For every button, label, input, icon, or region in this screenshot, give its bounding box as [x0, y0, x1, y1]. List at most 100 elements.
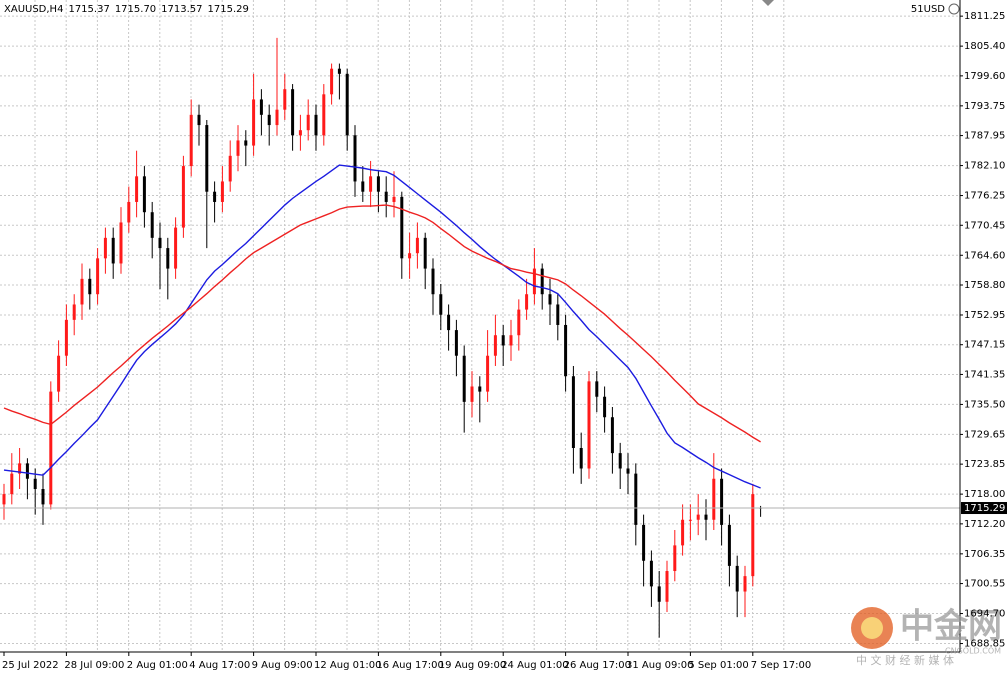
- candle-body: [80, 278, 84, 305]
- candle-body: [704, 514, 708, 520]
- candle-body: [454, 330, 458, 356]
- x-tick-label: 2 Aug 01:00: [127, 660, 188, 671]
- candle-body: [291, 89, 295, 136]
- candle-body: [525, 294, 529, 310]
- candle-body: [735, 565, 739, 592]
- y-tick-label: 1805.40: [964, 41, 1005, 52]
- candle-body: [447, 314, 451, 331]
- candle-body: [727, 524, 731, 566]
- candle-body: [470, 386, 474, 402]
- current-price-box: [961, 502, 1007, 515]
- y-tick-label: 1747.15: [964, 340, 1005, 351]
- candle-body: [244, 140, 248, 146]
- candle-body: [64, 319, 68, 356]
- candle-body: [322, 94, 326, 136]
- currency-icon[interactable]: [948, 3, 960, 15]
- candle-body: [376, 176, 380, 192]
- candle-body: [259, 99, 263, 115]
- candle-body: [166, 248, 170, 269]
- candle-body: [681, 519, 685, 546]
- candle-body: [111, 237, 115, 264]
- candle-body: [314, 114, 318, 136]
- moving-average: [3, 164, 761, 489]
- candle-body: [298, 130, 302, 136]
- candle-body: [306, 114, 310, 131]
- candle-body: [556, 304, 560, 325]
- candle-body: [72, 304, 76, 320]
- candle-body: [579, 447, 583, 469]
- candle-body: [330, 68, 334, 95]
- candle-body: [2, 494, 6, 505]
- shift-marker[interactable]: [762, 0, 774, 6]
- low: 1713.57: [161, 4, 202, 15]
- y-tick-label: 1700.55: [964, 579, 1005, 590]
- candle-body: [174, 227, 178, 269]
- candle-body: [439, 294, 443, 315]
- candle-body: [189, 114, 193, 167]
- candle-body: [150, 212, 154, 238]
- candle-body: [33, 478, 37, 489]
- x-tick-label: 25 Jul 2022: [2, 660, 59, 671]
- candle-body: [493, 335, 497, 356]
- candle-body: [236, 140, 240, 156]
- candle-body: [603, 396, 607, 418]
- candle-body: [337, 68, 341, 74]
- x-tick-label: 7 Sep 17:00: [751, 660, 811, 671]
- candle-body: [595, 381, 599, 397]
- candle-body: [587, 381, 591, 469]
- candle-body: [96, 258, 100, 295]
- y-tick-label: 1706.35: [964, 549, 1005, 560]
- candle-body: [665, 571, 669, 602]
- y-tick-label: 1793.75: [964, 101, 1005, 112]
- candle-body: [228, 155, 232, 182]
- x-tick-label: 9 Aug 09:00: [252, 660, 313, 671]
- candle-body: [688, 519, 692, 521]
- candle-body: [392, 196, 396, 202]
- watermark-slogan: 中 文 财 经 新 媒 体: [856, 653, 954, 667]
- candle-body: [158, 237, 162, 249]
- y-tick-label: 1694.70: [964, 609, 1005, 620]
- candle-body: [751, 494, 755, 577]
- y-tick-label: 1799.60: [964, 71, 1005, 82]
- candle-body: [127, 201, 131, 223]
- candle-body: [517, 309, 521, 336]
- candle-body: [275, 109, 279, 126]
- candle-body: [220, 181, 224, 202]
- candle-body: [213, 191, 217, 202]
- open: 1715.37: [68, 4, 109, 15]
- candle-body: [642, 524, 646, 561]
- y-tick-label: 1770.45: [964, 220, 1005, 231]
- candle-body: [408, 253, 412, 259]
- y-tick-label: 1752.95: [964, 310, 1005, 321]
- x-tick-label: 26 Aug 17:00: [564, 660, 631, 671]
- candle-body: [712, 478, 716, 520]
- candle-body: [41, 489, 45, 505]
- candle-body: [501, 335, 505, 346]
- x-tick-label: 4 Aug 17:00: [189, 660, 250, 671]
- x-tick-label: 31 Aug 09:00: [626, 660, 693, 671]
- candle-body: [743, 576, 747, 592]
- candle-body: [462, 355, 466, 402]
- currency-label: 51USD: [911, 4, 945, 15]
- candle-body: [18, 463, 22, 474]
- moving-average: [3, 204, 761, 443]
- candle-body: [478, 386, 482, 392]
- y-tick-label: 1764.60: [964, 250, 1005, 261]
- candle-body: [181, 166, 185, 228]
- x-tick-label: 12 Aug 01:00: [314, 660, 381, 671]
- candle-body: [283, 89, 287, 110]
- y-tick-label: 1758.80: [964, 280, 1005, 291]
- candle-body: [10, 473, 14, 495]
- x-tick-label: 16 Aug 17:00: [376, 660, 443, 671]
- candle-body: [564, 324, 568, 377]
- candle-body: [252, 99, 256, 146]
- y-tick-label: 1811.25: [964, 11, 1005, 22]
- candle-body: [657, 586, 661, 602]
- candle-body: [345, 73, 349, 136]
- candle-body: [353, 135, 357, 182]
- candle-body: [696, 514, 700, 520]
- candle-body: [119, 222, 123, 264]
- y-tick-label: 1787.95: [964, 131, 1005, 142]
- y-tick-label: 1688.85: [964, 639, 1005, 650]
